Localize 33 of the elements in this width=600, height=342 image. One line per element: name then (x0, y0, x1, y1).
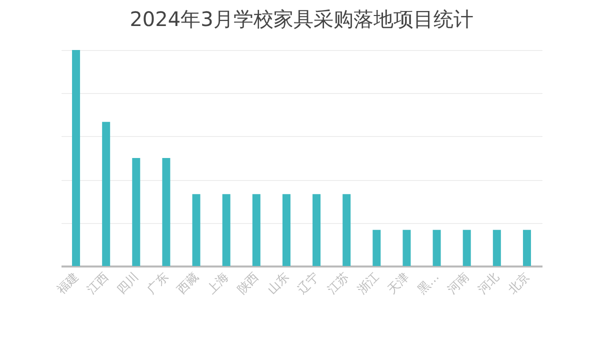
x-tick-label: 天津 (384, 270, 412, 296)
bar (192, 194, 200, 266)
x-tick-label: 黑… (414, 270, 442, 296)
bar (282, 194, 290, 266)
bar (522, 230, 531, 266)
x-tick-label: 陕西 (234, 270, 262, 296)
bar (372, 230, 381, 266)
bar (132, 158, 140, 266)
bar (312, 194, 321, 266)
x-tick-label: 广东 (144, 270, 172, 296)
bar (462, 230, 471, 266)
bar (222, 194, 230, 266)
bar (102, 122, 110, 266)
x-tick-label: 福建 (54, 270, 81, 296)
bar (72, 50, 80, 266)
x-tick-label: 四川 (114, 270, 142, 296)
bar (432, 230, 441, 266)
x-tick-label: 山东 (264, 270, 292, 296)
x-tick-label: 西藏 (174, 270, 202, 296)
chart-title: 2024年3月学校家具采购落地项目统计 (130, 7, 474, 31)
bar (162, 158, 170, 266)
x-tick-label: 江西 (84, 270, 112, 296)
bar (492, 230, 501, 266)
x-tick-label: 北京 (505, 270, 532, 296)
x-tick-label: 江苏 (324, 270, 352, 296)
x-tick-label: 辽宁 (294, 270, 322, 296)
bar (342, 194, 351, 266)
bar (402, 230, 411, 266)
x-tick-label: 浙江 (354, 270, 382, 296)
x-tick-label: 上海 (204, 270, 232, 296)
x-tick-label: 河北 (474, 270, 502, 296)
x-tick-label: 河南 (444, 270, 472, 296)
bar (252, 194, 260, 266)
